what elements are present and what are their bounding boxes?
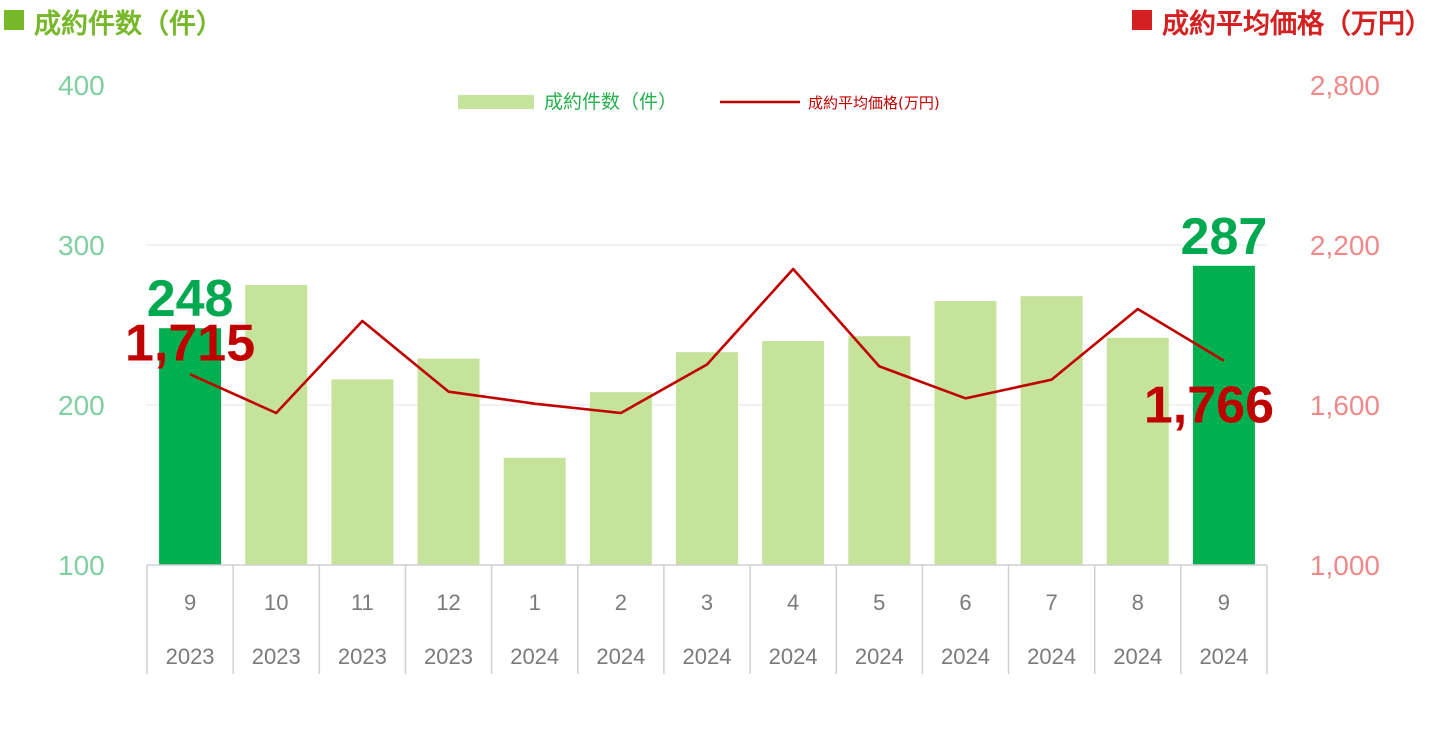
x-tick-year: 2023 — [338, 644, 387, 669]
right-tick-label: 1,000 — [1310, 550, 1380, 581]
x-tick-month: 2 — [615, 590, 627, 615]
bar — [848, 336, 911, 565]
legend-label-bar: 成約件数（件） — [544, 91, 677, 113]
left-tick-label: 300 — [58, 230, 105, 261]
x-axis: 9 2023 10 2023 11 2023 12 2023 1 2024 2 2024 3 2024 4 2… — [146, 564, 1268, 674]
line-data-label: 1,766 — [1144, 377, 1274, 435]
x-tick-year: 2023 — [166, 644, 215, 669]
x-tick-month: 12 — [436, 590, 460, 615]
bar-data-label: 287 — [1181, 208, 1268, 266]
bar — [762, 341, 825, 565]
bar — [1020, 296, 1083, 565]
red-square-icon — [1132, 10, 1152, 30]
x-tick-month: 1 — [529, 590, 541, 615]
x-tick-month: 11 — [351, 590, 374, 615]
x-tick-year: 2024 — [683, 644, 732, 669]
x-tick-month: 9 — [184, 590, 196, 615]
right-tick-label: 1,600 — [1310, 390, 1380, 421]
bar — [589, 392, 652, 565]
x-tick-year: 2024 — [1027, 644, 1076, 669]
x-tick-month: 8 — [1132, 590, 1144, 615]
bar-series — [159, 265, 1255, 565]
right-axis-title: 成約平均価格（万円） — [1132, 2, 1432, 41]
right-tick-label: 2,800 — [1310, 70, 1380, 101]
x-tick-year: 2024 — [1199, 644, 1248, 669]
bar — [934, 301, 997, 565]
left-axis-title: 成約件数（件） — [4, 2, 223, 41]
bar — [159, 328, 222, 565]
legend-label-line: 成約平均価格(万円) — [808, 94, 940, 112]
x-tick-month: 9 — [1218, 590, 1230, 615]
bar — [417, 358, 480, 565]
bar — [331, 379, 394, 565]
legend-swatch-bar — [458, 95, 534, 109]
x-tick-month: 6 — [959, 590, 971, 615]
x-tick-year: 2024 — [510, 644, 559, 669]
bar — [503, 457, 566, 565]
x-tick-month: 5 — [873, 590, 885, 615]
bar — [1192, 265, 1255, 565]
right-tick-label: 2,200 — [1310, 230, 1380, 261]
axes: 100 1,000 200 1,600 300 2,200 400 2,800 — [58, 70, 1380, 581]
bar-data-label: 248 — [147, 270, 234, 328]
legend: 成約件数（件） 成約平均価格(万円) — [458, 91, 940, 113]
left-tick-label: 400 — [58, 70, 105, 101]
x-tick-month: 3 — [701, 590, 713, 615]
left-tick-label: 100 — [58, 550, 105, 581]
line-series — [189, 267, 1225, 415]
x-tick-month: 4 — [787, 590, 799, 615]
left-tick-label: 200 — [58, 390, 105, 421]
bar — [676, 352, 738, 565]
x-tick-year: 2024 — [855, 644, 904, 669]
x-tick-year: 2024 — [1113, 644, 1162, 669]
x-tick-year: 2024 — [596, 644, 645, 669]
bar — [1106, 337, 1169, 565]
x-tick-month: 7 — [1045, 590, 1057, 615]
x-tick-year: 2024 — [769, 644, 818, 669]
x-tick-year: 2024 — [941, 644, 990, 669]
x-tick-year: 2023 — [252, 644, 301, 669]
green-square-icon — [4, 10, 24, 30]
x-tick-year: 2023 — [424, 644, 473, 669]
line-data-label: 1,715 — [125, 314, 255, 372]
data-labels: 248 287 1,715 1,766 — [125, 208, 1274, 435]
x-tick-month: 10 — [264, 590, 288, 615]
bar — [245, 285, 308, 565]
